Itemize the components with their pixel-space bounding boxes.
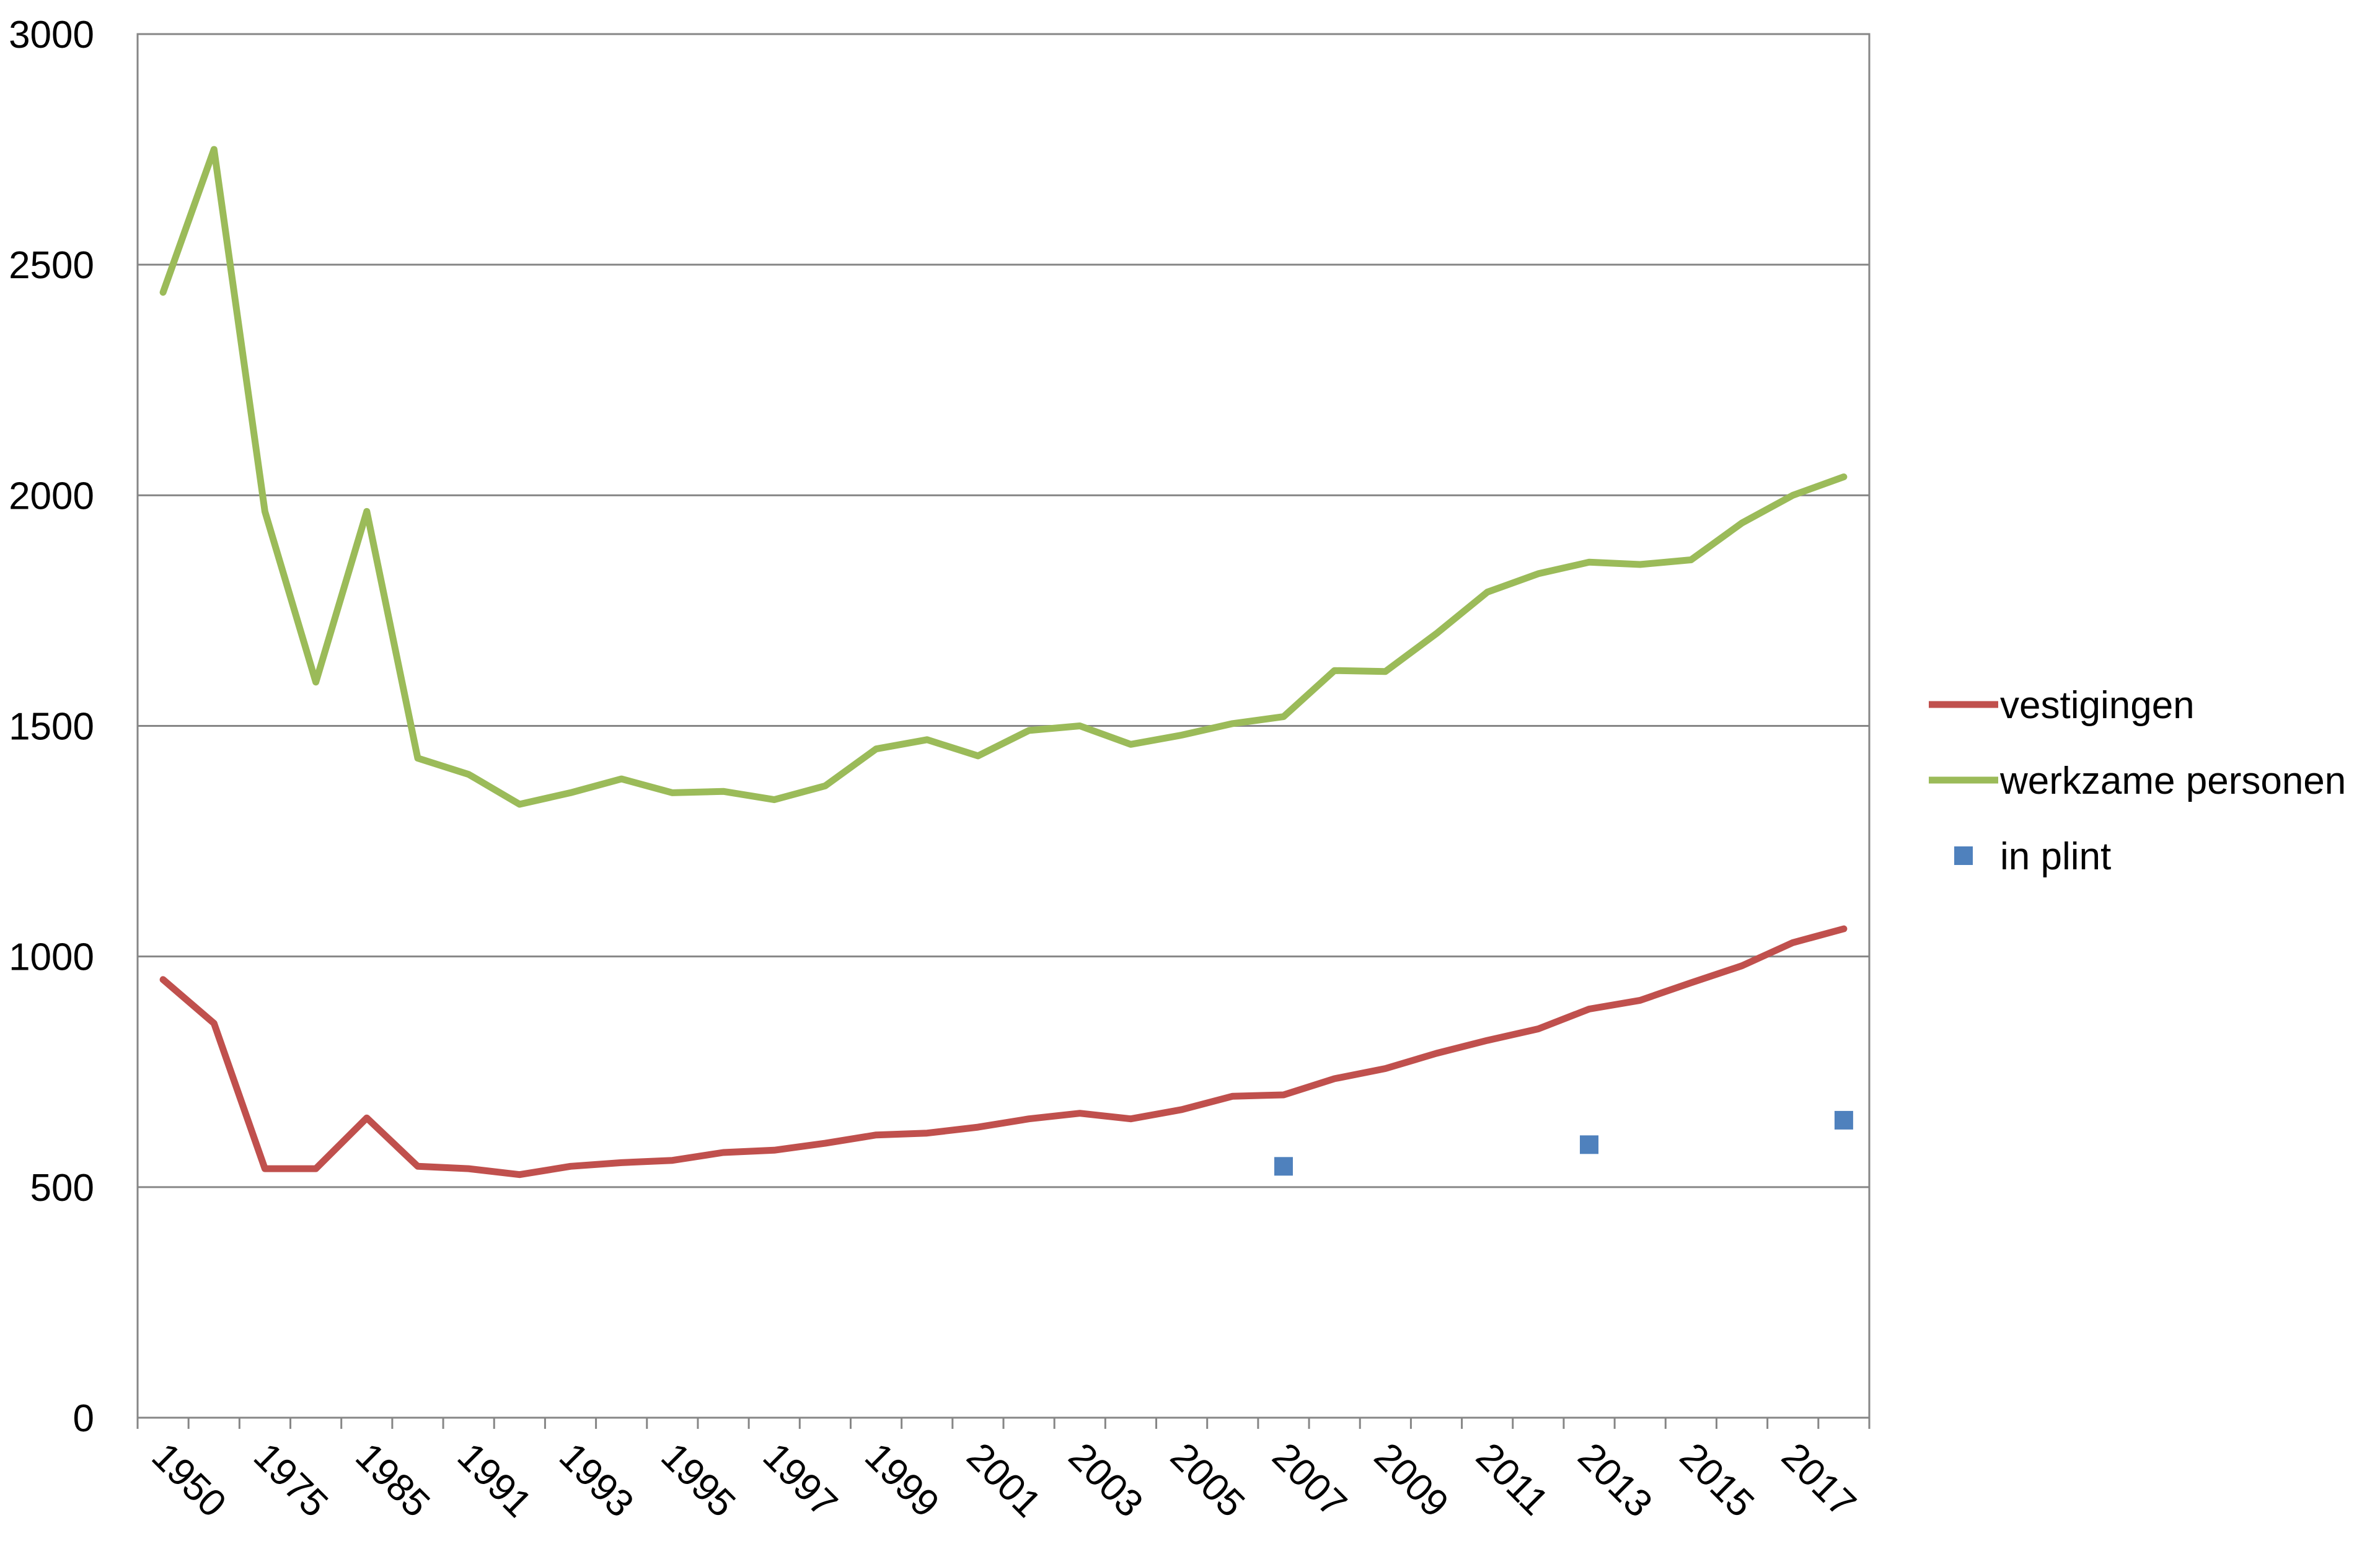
x-tick-label: 2009: [1366, 1435, 1457, 1526]
x-tick-label: 1975: [245, 1435, 336, 1526]
x-tick-label: 2017: [1773, 1435, 1864, 1526]
y-tick-label: 2500: [9, 244, 94, 287]
legend: vestigingen werkzame personen in plint: [1929, 684, 2346, 878]
x-tick-label: 2015: [1672, 1435, 1762, 1526]
x-tick-label: 2011: [1468, 1435, 1556, 1524]
legend-label: in plint: [2000, 835, 2111, 878]
y-axis-tick-labels: 0 500 1000 1500 2000 2500 3000: [9, 14, 94, 1440]
legend-label: vestigingen: [2000, 684, 2195, 727]
y-tick-label: 0: [73, 1397, 94, 1440]
x-tick-label: 2003: [1060, 1435, 1151, 1526]
x-tick-label: 2007: [1264, 1435, 1354, 1526]
series-line-werkzame-personen: [159, 146, 1848, 808]
x-tick-label: 1995: [653, 1435, 743, 1526]
y-tick-label: 3000: [9, 14, 94, 56]
y-tick-label: 1500: [9, 706, 94, 749]
series-group: [159, 146, 1853, 1179]
data-point-in-plint: [1834, 1110, 1853, 1130]
x-tick-label: 2001: [958, 1435, 1049, 1526]
y-tick-label: 500: [30, 1167, 94, 1210]
y-tick-label: 1000: [9, 936, 94, 979]
x-tick-label: 1993: [551, 1435, 641, 1526]
x-tick-label: 1997: [755, 1435, 845, 1526]
x-axis-tick-marks: [136, 1418, 1871, 1429]
x-tick-label: 1985: [347, 1435, 438, 1526]
x-tick-label: 1999: [857, 1435, 947, 1526]
plot-area-frame: [136, 33, 1871, 1419]
x-axis-tick-labels: 1950 1975 1985 1991 1993 1995 1997 1999 2001 2003…: [144, 1435, 1864, 1526]
series-line-vestigingen: [159, 925, 1848, 1179]
gridlines: [138, 33, 1869, 1188]
x-tick-label: 1950: [144, 1435, 234, 1526]
data-point-in-plint: [1274, 1157, 1293, 1176]
y-tick-label: 2000: [9, 475, 94, 517]
legend-label: werkzame personen: [1999, 760, 2346, 802]
x-tick-label: 1991: [449, 1435, 540, 1526]
x-tick-label: 2013: [1570, 1435, 1660, 1526]
x-tick-label: 2005: [1162, 1435, 1253, 1526]
data-point-in-plint: [1580, 1135, 1599, 1154]
legend-swatch-in-plint: [1954, 846, 1973, 865]
